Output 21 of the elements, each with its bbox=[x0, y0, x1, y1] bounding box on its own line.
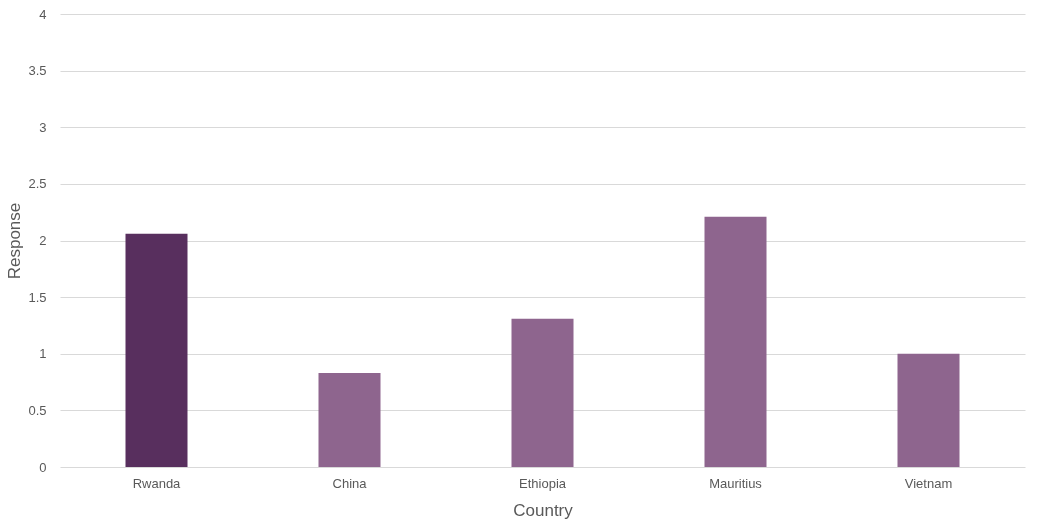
y-tick-label: 4 bbox=[39, 6, 47, 22]
x-tick-label: Mauritius bbox=[709, 475, 763, 491]
bar bbox=[511, 318, 574, 467]
x-axis-title: Country bbox=[513, 500, 574, 520]
x-tick-label: Ethiopia bbox=[519, 475, 567, 491]
bar bbox=[704, 216, 767, 467]
bar bbox=[125, 233, 188, 467]
y-tick-label: 0 bbox=[39, 459, 47, 475]
x-tick-label: China bbox=[332, 475, 368, 491]
y-tick-label: 3 bbox=[39, 119, 47, 135]
y-tick-label: 1 bbox=[39, 346, 47, 362]
bar bbox=[897, 353, 960, 467]
y-tick-label: 2.5 bbox=[28, 176, 47, 192]
x-tick-label: Rwanda bbox=[132, 475, 182, 491]
y-tick-label: 2 bbox=[39, 233, 47, 248]
x-tick-label: Vietnam bbox=[904, 475, 953, 491]
bar bbox=[318, 373, 381, 467]
y-tick-label: 0.5 bbox=[28, 402, 47, 418]
y-axis-title: Response bbox=[5, 202, 25, 280]
y-tick-label: 3.5 bbox=[28, 63, 47, 79]
y-tick-label: 1.5 bbox=[28, 289, 47, 305]
